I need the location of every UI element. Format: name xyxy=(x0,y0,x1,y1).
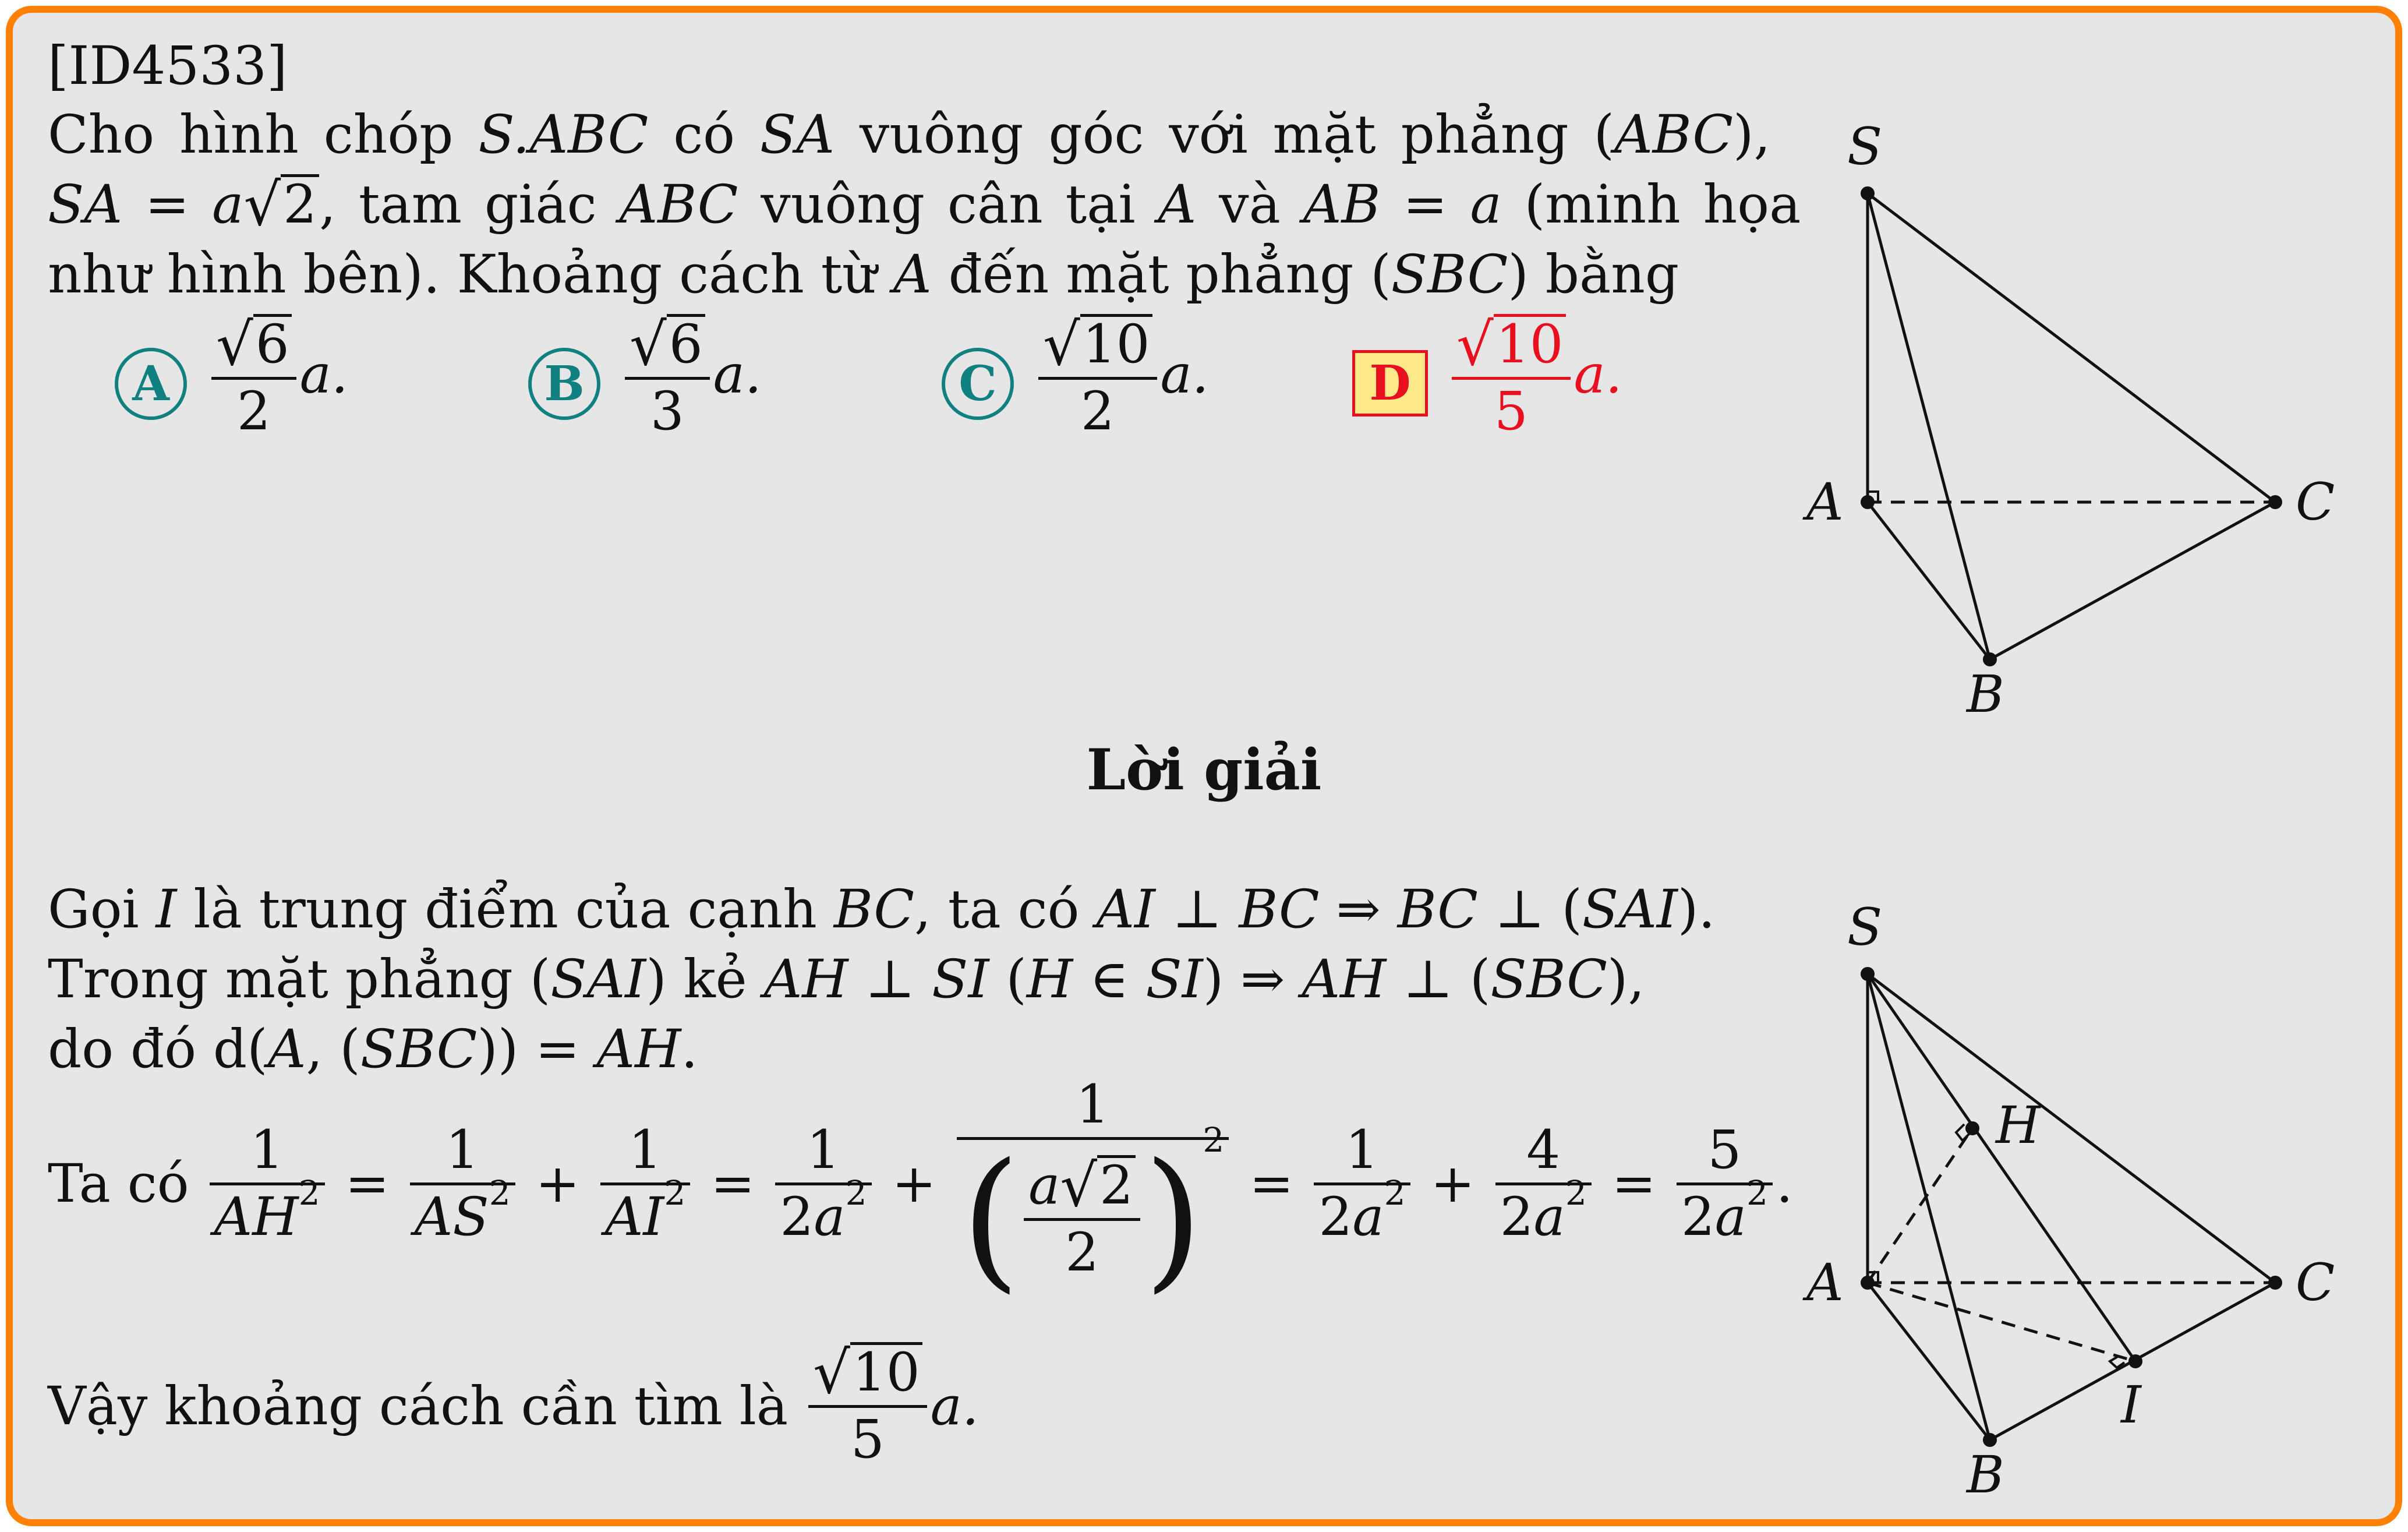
label-a: A xyxy=(1802,1252,1844,1312)
label-a: A xyxy=(1802,472,1844,532)
label-c: C xyxy=(2296,1252,2335,1312)
label-s: S xyxy=(1847,898,1882,957)
point-s xyxy=(1861,186,1875,200)
option-c-marker[interactable]: C xyxy=(942,348,1014,420)
solution-equation: Ta có 1 AH2 = 1 AS2 + 1 AI2 = 1 2a2 + 1(a√2 2… xyxy=(48,1074,1793,1308)
point-c xyxy=(2268,495,2282,509)
solution-line-3: do đó d(A, (SBC)) = AH. xyxy=(48,1019,698,1080)
label-s: S xyxy=(1847,118,1882,177)
point-h xyxy=(1965,1121,1979,1135)
pyramid-figure: S A B C xyxy=(1802,118,2335,724)
point-i xyxy=(2128,1354,2142,1368)
label-c: C xyxy=(2296,472,2335,532)
option-c-value: √10 2 a. xyxy=(1035,313,1209,444)
solution-line-1: Gọi I là trung điểm của cạnh BC, ta có A… xyxy=(48,879,1716,940)
problem-line-3: như hình bên). Khoảng cách từ A đến mặt … xyxy=(48,244,1679,305)
option-d-value: √10 5 a. xyxy=(1448,313,1622,444)
solution-conclusion: Vậy khoảng cách cần tìm là √10 5 a. xyxy=(48,1339,979,1471)
point-b xyxy=(1983,1433,1997,1447)
point-b xyxy=(1983,652,1997,666)
label-h: H xyxy=(1995,1095,2042,1155)
problem-id: [ID4533] xyxy=(48,36,288,97)
label-b: B xyxy=(1965,664,2004,724)
problem-line-1: Cho hình chóp S.ABC có SA vuông góc với … xyxy=(48,104,1771,165)
solution-figure: S A B C H I xyxy=(1802,898,2335,1505)
label-b: B xyxy=(1965,1445,2004,1505)
point-a xyxy=(1861,1276,1875,1290)
solution-heading: Lời giải xyxy=(1086,737,1322,803)
point-c xyxy=(2268,1276,2282,1290)
point-a xyxy=(1861,495,1875,509)
point-s xyxy=(1861,967,1875,981)
problem-line-2: SA = a√2, tam giác ABC vuông cân tại A v… xyxy=(48,171,1801,239)
option-b-value: √6 3 a. xyxy=(621,313,762,444)
problem-card: [ID4533] Cho hình chóp S.ABC có SA vuông… xyxy=(6,6,2402,1526)
solution-line-2: Trong mặt phẳng (SAI) kẻ AH ⊥ SI (H ∈ SI… xyxy=(48,949,1645,1010)
option-b-marker[interactable]: B xyxy=(528,348,600,420)
label-i: I xyxy=(2120,1375,2142,1435)
option-a-value: √6 2 a. xyxy=(208,313,348,444)
option-d-marker[interactable]: D xyxy=(1352,350,1428,416)
option-a-marker[interactable]: A xyxy=(115,348,187,420)
